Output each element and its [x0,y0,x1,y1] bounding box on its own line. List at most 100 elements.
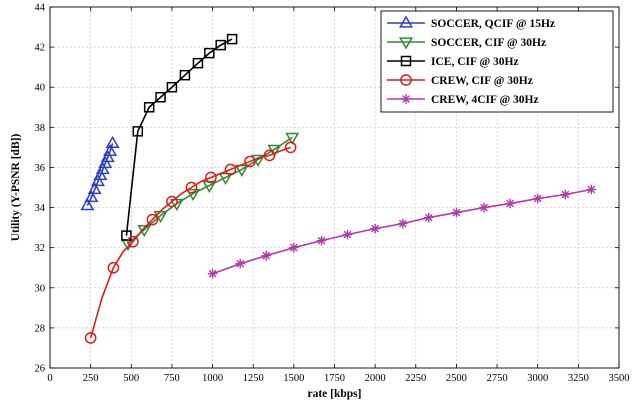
x-tick-label: 250 [83,373,99,384]
legend-marker [401,94,411,104]
data-point [263,149,276,162]
y-tick-label: 42 [35,43,46,54]
x-tick-label: 0 [47,373,52,384]
legend: SOCCER, QCIF @ 15Hz SOCCER, CIF @ 30Hz ICE… [380,10,614,113]
data-point [205,171,217,184]
data-point [218,172,233,185]
y-tick-label: 34 [35,203,46,214]
y-tick-label: 32 [35,243,46,254]
data-point [80,198,95,211]
data-point [207,268,218,279]
y-tick-label: 30 [35,283,46,294]
y-tick-label: 28 [35,323,46,334]
asterisk-stroke [371,224,380,233]
data-point [132,126,144,137]
data-point [397,218,408,229]
data-point [244,155,256,168]
data-point [143,102,155,113]
data-point [586,184,597,195]
data-point [560,189,571,200]
x-tick-label: 1250 [243,373,264,384]
data-point [105,135,120,149]
legend-entry: CREW, 4CIF @ 30Hz [387,94,539,106]
legend-box [380,10,614,113]
asterisk-stroke [561,190,570,199]
data-point [166,81,178,93]
legend-label: CREW, CIF @ 30Hz [431,75,533,87]
data-point [100,149,115,163]
legend-marker [400,74,412,86]
data-point [204,47,215,59]
series-3 [84,141,297,344]
legend-label: CREW, 4CIF @ 30Hz [431,94,539,106]
data-point [84,332,97,344]
series-line [125,38,233,236]
data-point [155,92,166,103]
axis-ticks: 0 250 500 750 1000 1250 1500 1750 2000 2250 2500 27… [35,3,630,385]
data-point [185,181,198,194]
y-tick-label: 40 [35,83,46,94]
data-point [532,193,543,204]
legend-marker [400,55,412,67]
y-tick-label: 44 [35,3,46,14]
x-tick-label: 1000 [202,373,223,384]
series-0 [80,135,120,211]
x-tick-label: 2000 [365,373,386,384]
data-point [235,258,246,269]
x-tick-label: 3000 [527,373,548,384]
x-tick-label: 1500 [283,373,304,384]
legend-label: SOCCER, CIF @ 30Hz [431,37,546,49]
data-point [226,33,238,45]
x-tick-label: 2500 [446,373,467,384]
asterisk-stroke [506,199,514,208]
data-point [103,143,118,157]
asterisk-stroke [398,219,407,228]
asterisk-stroke [480,203,488,212]
series-layer [80,33,597,344]
data-point [192,57,204,69]
data-point [215,39,226,51]
data-point [95,161,110,175]
data-point [166,195,178,208]
y-tick-label: 36 [35,163,46,174]
asterisk-stroke [262,251,271,260]
asterisk-stroke [208,269,217,278]
asterisk-stroke [289,243,298,252]
asterisk-stroke [587,185,596,194]
data-point [87,182,102,195]
x-tick-label: 3250 [568,373,589,384]
x-tick-label: 1750 [324,373,345,384]
y-tick-label: 38 [35,123,46,134]
data-point [479,202,489,213]
x-tick-label: 2750 [487,373,508,384]
data-point [284,141,297,154]
series-4 [207,184,597,279]
legend-entry: ICE, CIF @ 30Hz [387,55,519,68]
legend-marker [399,37,413,50]
legend-label: ICE, CIF @ 30Hz [431,56,519,68]
y-tick-label: 26 [35,364,46,375]
asterisk-stroke [236,259,245,268]
data-point [84,190,99,203]
data-point [93,167,108,181]
data-point [316,235,327,246]
asterisk-stroke [317,236,326,245]
legend-marker [399,15,413,28]
data-point [451,207,462,218]
asterisk-stroke [343,230,352,239]
data-point [146,213,159,226]
asterisk-stroke [424,213,433,222]
data-point [186,188,201,202]
data-point [127,235,139,248]
asterisk-stroke [402,95,410,103]
series-2 [121,33,238,241]
x-axis-label: rate [kbps] [308,388,362,400]
data-point [370,223,380,234]
x-tick-label: 500 [123,373,139,384]
data-point [505,198,515,209]
asterisk-stroke [533,194,542,203]
data-point [121,230,132,241]
data-point [90,173,105,187]
data-point [261,250,272,261]
data-point [285,132,300,145]
